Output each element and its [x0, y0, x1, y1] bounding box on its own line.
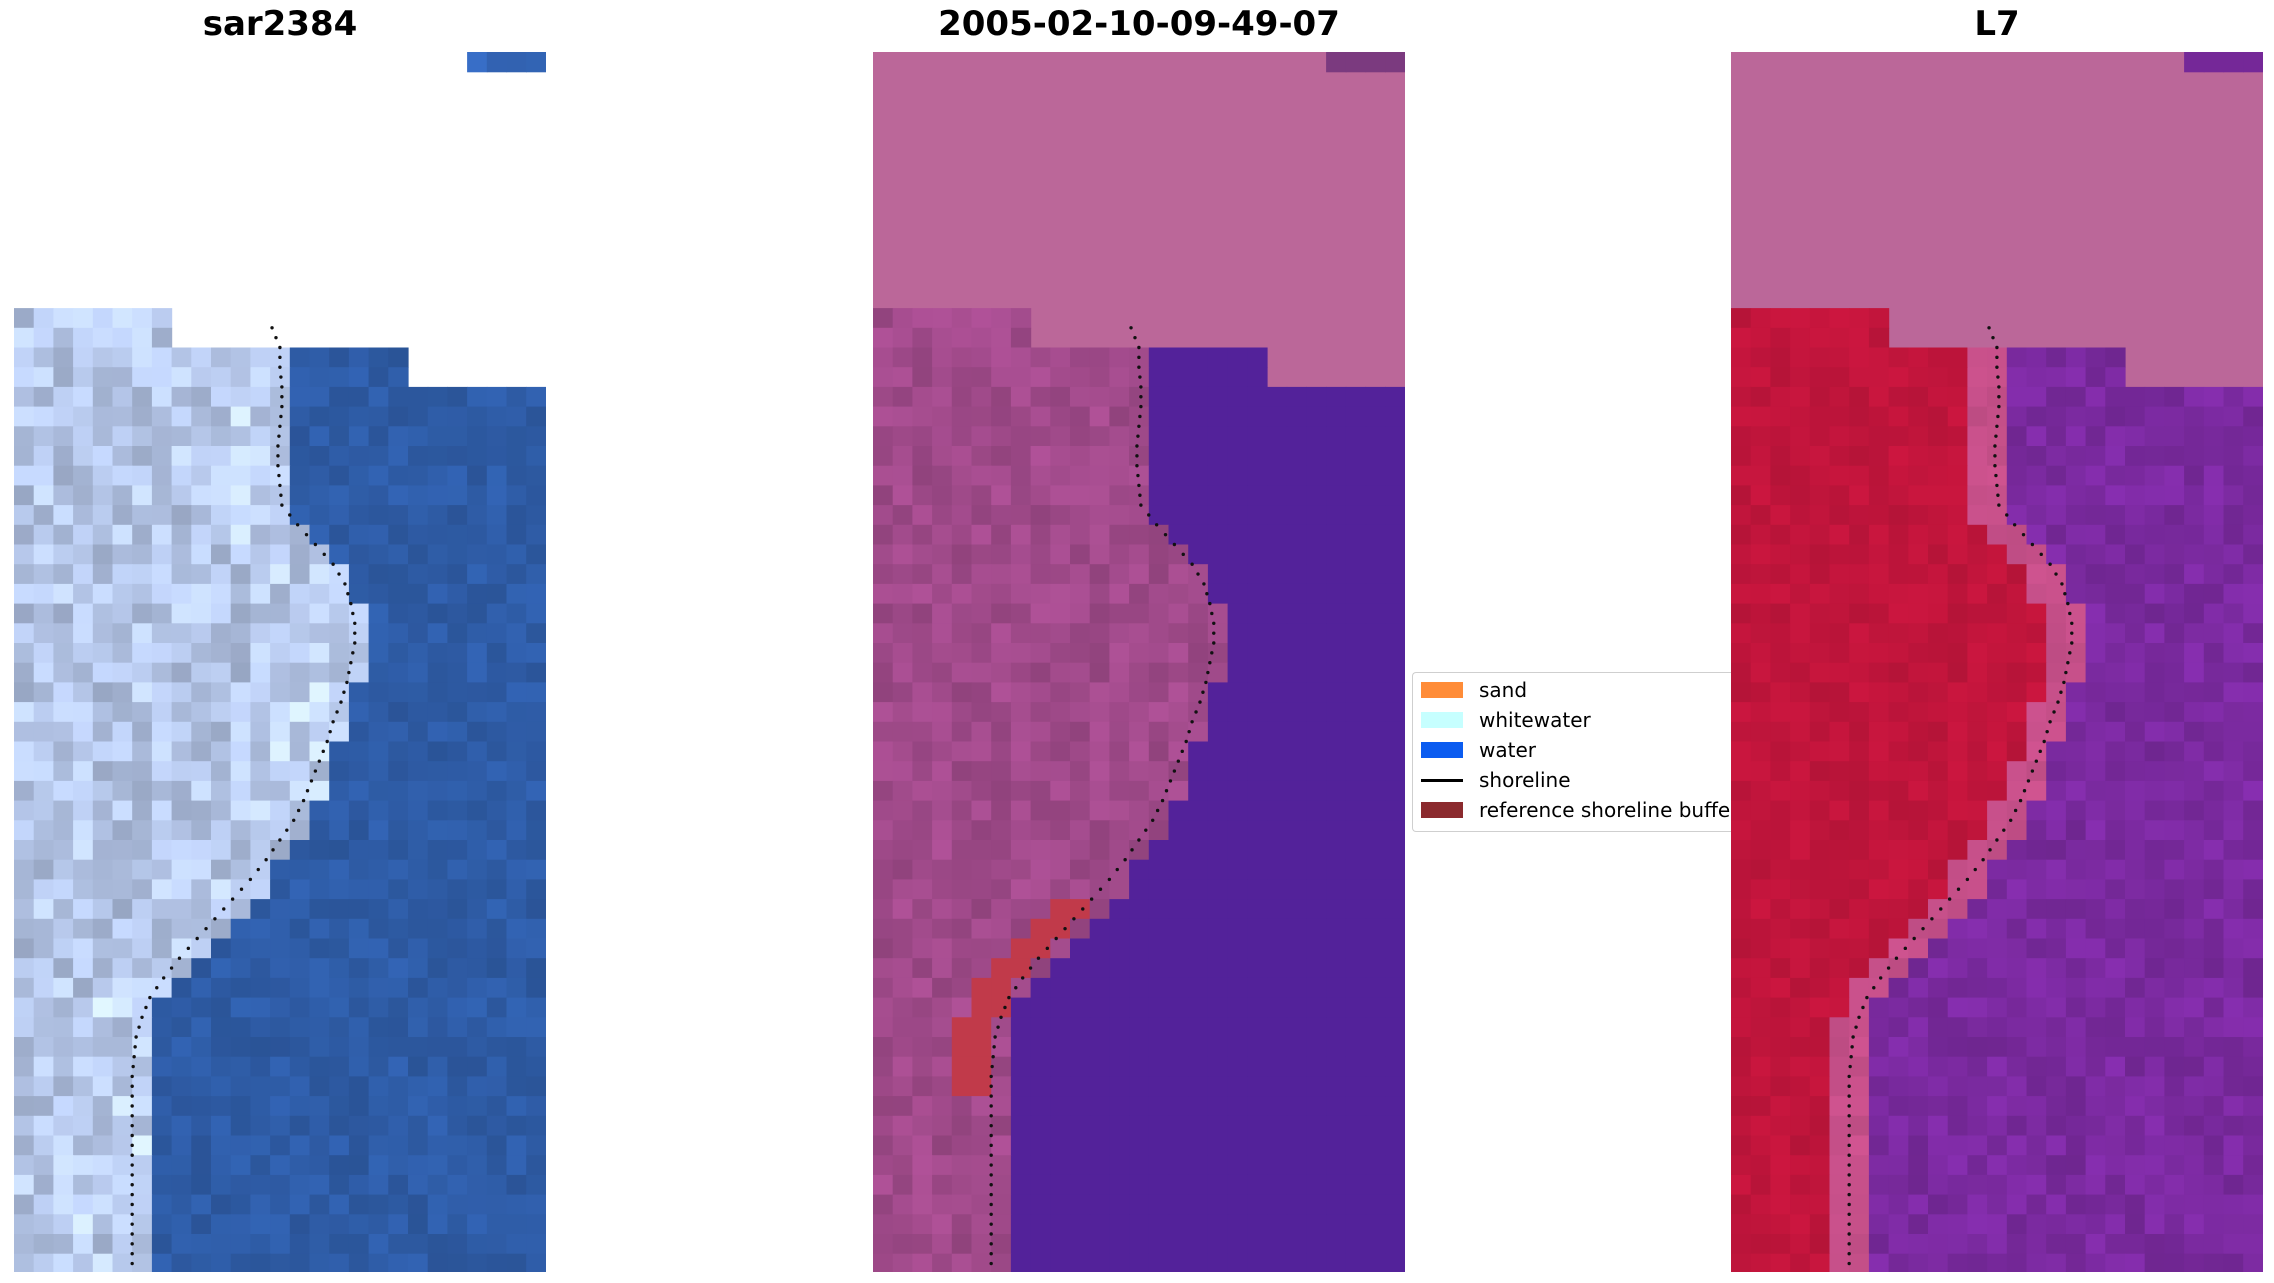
- panel-rgb-image: [14, 52, 546, 1272]
- panel-index-image: [1731, 52, 2263, 1272]
- title-index: L7: [1974, 4, 2020, 44]
- shoreline-dots: [989, 326, 1216, 1266]
- sand-swatch: [1421, 682, 1463, 698]
- raster-pixels: [14, 52, 546, 1272]
- legend-item-water: water: [1421, 735, 1536, 765]
- title-classified: 2005-02-10-09-49-07: [938, 4, 1340, 44]
- raster-pixels: [873, 52, 1405, 1272]
- reference-buffer-swatch: [1421, 802, 1463, 818]
- raster-pixels: [1731, 52, 2263, 1272]
- legend-label: sand: [1479, 678, 1528, 702]
- legend-label: whitewater: [1479, 708, 1591, 732]
- shoreline-dots: [130, 326, 357, 1266]
- panel-classified-image: [873, 52, 1405, 1272]
- legend-item-shoreline: shoreline: [1421, 765, 1571, 795]
- legend-item-reference-buffer: reference shoreline buffer: [1421, 795, 1731, 825]
- legend-item-whitewater: whitewater: [1421, 705, 1591, 735]
- legend-label: water: [1479, 738, 1536, 762]
- legend-label: reference shoreline buffer: [1479, 798, 1731, 822]
- shoreline-dots: [1847, 326, 2074, 1266]
- title-rgb: sar2384: [202, 4, 358, 44]
- legend: sand whitewater water shoreline referenc…: [1412, 672, 1731, 832]
- shoreline-line-swatch: [1421, 778, 1463, 782]
- water-swatch: [1421, 742, 1463, 758]
- legend-item-sand: sand: [1421, 675, 1527, 705]
- legend-label: shoreline: [1479, 768, 1571, 792]
- whitewater-swatch: [1421, 712, 1463, 728]
